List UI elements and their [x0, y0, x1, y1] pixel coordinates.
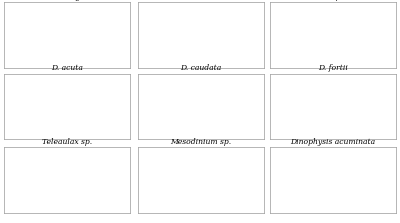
Text: D. norvegica: D. norvegica [43, 0, 91, 1]
Text: Teleaulax sp.: Teleaulax sp. [42, 138, 92, 146]
Text: D. acuta: D. acuta [51, 64, 83, 72]
Text: D. caudata: D. caudata [180, 64, 222, 72]
Text: D. tripos: D. tripos [316, 0, 350, 1]
Text: D. sacculus: D. sacculus [179, 0, 223, 1]
Text: Dinophysis acuminata: Dinophysis acuminata [290, 138, 376, 146]
Text: Mesodinium sp.: Mesodinium sp. [170, 138, 232, 146]
Text: D. fortii: D. fortii [318, 64, 348, 72]
